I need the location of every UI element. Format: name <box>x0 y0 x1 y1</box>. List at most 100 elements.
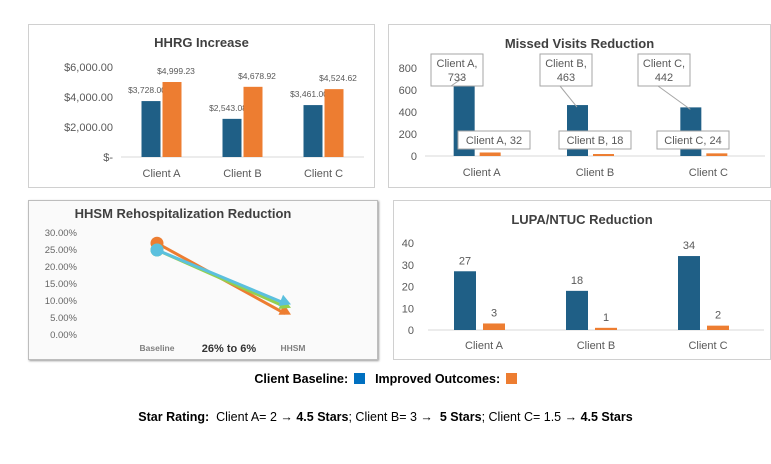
y-tick-label: 0 <box>408 325 414 337</box>
lupa-ntuc-chart: LUPA/NTUC Reduction 40 30 20 10 0 Client A 27 3… <box>393 200 771 360</box>
arrow-head <box>278 294 291 306</box>
callout-leader <box>559 85 578 108</box>
x-tick-label: Client A <box>143 168 182 180</box>
x-tick-label: Client C <box>304 168 343 180</box>
chart-title: HHSM Rehospitalization Reduction <box>74 206 292 221</box>
chart-title: Missed Visits Reduction <box>504 36 655 51</box>
x-tick-label: Client C <box>688 340 727 352</box>
arrow-icon: → <box>420 410 433 424</box>
y-tick-label: $- <box>103 152 113 164</box>
bar <box>222 118 242 157</box>
x-tick-label: HHSM <box>280 343 305 353</box>
bar <box>566 290 588 330</box>
data-label: $4,524.62 <box>319 73 357 83</box>
arrow-icon: → <box>280 410 293 424</box>
y-tick-label: 600 <box>399 85 417 97</box>
data-callout <box>637 53 691 87</box>
hhrg-plot: $6,000.00 $4,000.00 $2,000.00 $- Client A $3,… <box>64 62 364 180</box>
arrow-head <box>278 304 291 315</box>
x-tick-label: Client A <box>463 167 502 179</box>
data-label: 34 <box>683 240 695 252</box>
legend: Client Baseline: Improved Outcomes: <box>0 372 771 386</box>
y-tick-label: 20 <box>402 282 414 294</box>
bar <box>454 271 476 330</box>
data-callout <box>656 130 730 150</box>
x-tick-label: Client B <box>223 168 262 180</box>
bar <box>141 101 161 157</box>
data-label: $2,543.08 <box>209 103 247 113</box>
data-label: 442 <box>655 72 673 84</box>
bar <box>303 105 323 157</box>
legend-improved-label: Improved Outcomes: <box>375 372 501 386</box>
y-tick-label: $6,000.00 <box>64 62 113 74</box>
data-label: $4,999.23 <box>157 66 195 76</box>
x-tick-label: Client B <box>577 340 616 352</box>
data-label: 18 <box>571 275 583 287</box>
y-tick-label: 10 <box>402 303 414 315</box>
client-a-rating: Client A= 2 <box>216 410 281 424</box>
y-tick-label: 15.00% <box>45 279 78 290</box>
data-callout <box>539 53 593 87</box>
data-label: 1 <box>603 312 609 324</box>
hhsm-plot: 30.00% 25.00% 20.00% 15.00% 10.00% 5.00% 0.00%… <box>45 228 306 355</box>
y-tick-label: $4,000.00 <box>64 92 113 104</box>
x-tick-label: Client C <box>689 167 728 179</box>
client-b-rating: ; Client B= 3 <box>348 410 421 424</box>
data-callout <box>457 130 531 150</box>
y-tick-label: 30.00% <box>45 228 78 239</box>
data-callout <box>558 130 632 150</box>
data-label: 733 <box>448 72 466 84</box>
bar <box>162 82 182 157</box>
data-label: Client C, 24 <box>664 135 721 147</box>
legend-baseline-label: Client Baseline: <box>254 372 349 386</box>
bar <box>595 327 617 330</box>
chart-title: LUPA/NTUC Reduction <box>511 212 653 227</box>
data-label: Client B, 18 <box>567 135 624 147</box>
data-label: 27 <box>459 255 471 267</box>
data-label: Client A, <box>437 58 478 70</box>
bar <box>706 153 728 156</box>
y-tick-label: 200 <box>399 129 417 141</box>
y-tick-label: 400 <box>399 107 417 119</box>
data-label: 3 <box>491 307 497 319</box>
client-c-rating: ; Client C= 1.5 <box>481 410 565 424</box>
start-marker <box>150 243 164 257</box>
client-a-stars: 4.5 Stars <box>296 410 349 424</box>
x-tick-label: Client A <box>465 340 504 352</box>
y-tick-label: $2,000.00 <box>64 122 113 134</box>
x-tick-label: Baseline <box>140 343 175 353</box>
callout-leader <box>450 76 464 87</box>
callout-leader <box>657 85 691 110</box>
data-label: Client A, 32 <box>466 135 522 147</box>
star-rating-label: Star Rating: <box>138 410 210 424</box>
bar <box>479 152 501 156</box>
y-tick-label: 20.00% <box>45 262 78 273</box>
bar <box>483 323 505 330</box>
data-label: $4,678.92 <box>238 71 276 81</box>
y-tick-label: 10.00% <box>45 296 78 307</box>
bar <box>243 86 263 157</box>
y-tick-label: 40 <box>402 238 414 250</box>
bar <box>678 256 700 330</box>
legend-baseline-swatch <box>353 373 365 384</box>
arrow-icon: → <box>564 410 578 424</box>
bar <box>593 154 614 156</box>
data-callout <box>430 53 484 87</box>
y-tick-label: 0 <box>411 151 417 163</box>
data-label: Client C, <box>643 58 685 70</box>
legend-improved-swatch <box>505 373 517 384</box>
bar <box>707 325 729 330</box>
y-tick-label: 800 <box>399 63 417 75</box>
star-rating-line: Star Rating: Client A= 2 → 4.5 Stars; Cl… <box>0 410 771 424</box>
chart-title: HHRG Increase <box>154 35 249 50</box>
client-c-stars: 4.5 Stars <box>580 410 633 424</box>
y-tick-label: 5.00% <box>50 313 77 324</box>
center-note: 26% to 6% <box>202 343 257 355</box>
y-tick-label: 25.00% <box>45 245 78 256</box>
series-line <box>156 248 286 305</box>
x-tick-label: Client B <box>576 167 615 179</box>
client-b-stars: 5 Stars <box>439 410 482 424</box>
lupa-plot: 40 30 20 10 0 Client A 27 3 Client B 18 1 Client C 3… <box>402 238 764 352</box>
data-label: $3,728.00 <box>128 85 166 95</box>
bar <box>324 89 344 157</box>
